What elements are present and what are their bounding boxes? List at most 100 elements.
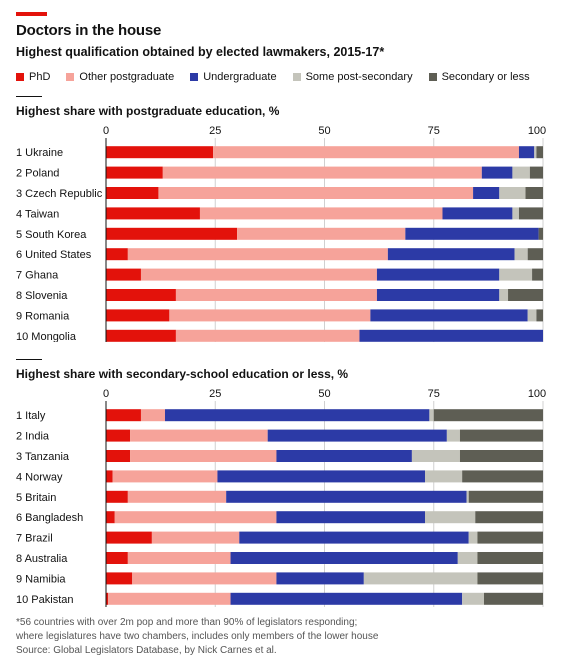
legend-swatch bbox=[66, 73, 75, 81]
bar-segment-10-mongolia-phd bbox=[106, 329, 176, 342]
bar-segment-5-britain-other-postgraduate bbox=[127, 490, 227, 503]
bar-segment-7-brazil-some-post-secondary bbox=[468, 531, 478, 544]
bar-segment-5-britain-undergraduate bbox=[226, 490, 467, 503]
category-label-1-italy: 1 Italy bbox=[16, 410, 46, 422]
footnote-line-2: where legislatures have two chambers, in… bbox=[16, 631, 379, 642]
bar-segment-9-namibia-phd bbox=[106, 572, 133, 585]
category-label-3-czech-republic: 3 Czech Republic bbox=[16, 188, 103, 200]
bar-segment-5-britain-secondary-or-less bbox=[468, 490, 543, 503]
category-label-9-romania: 9 Romania bbox=[16, 310, 70, 322]
x-tick-label: 75 bbox=[428, 388, 440, 400]
legend-label: PhD bbox=[29, 71, 51, 83]
bar-segment-5-south-korea-secondary-or-less bbox=[538, 227, 543, 240]
bar-segment-1-italy-phd bbox=[106, 409, 141, 422]
legend-item-secondary-or-less: Secondary or less bbox=[428, 71, 530, 83]
bar-segment-9-romania-some-post-secondary bbox=[527, 309, 537, 322]
bar-segment-8-australia-other-postgraduate bbox=[127, 552, 231, 564]
category-label-8-australia: 8 Australia bbox=[16, 553, 68, 565]
bar-segment-8-slovenia-other-postgraduate bbox=[175, 289, 377, 301]
bar-segment-6-bangladesh-phd bbox=[106, 511, 115, 524]
section-rule-postgraduate bbox=[16, 96, 42, 97]
bar-segment-8-slovenia-phd bbox=[106, 289, 176, 301]
category-label-10-mongolia: 10 Mongolia bbox=[16, 331, 77, 342]
bar-segment-8-slovenia-some-post-secondary bbox=[499, 289, 509, 301]
bar-segment-7-brazil-phd bbox=[106, 531, 152, 544]
bar-segment-9-romania-undergraduate bbox=[370, 309, 528, 322]
bar-segment-1-italy-other-postgraduate bbox=[140, 409, 165, 422]
bar-segment-9-romania-phd bbox=[106, 309, 170, 322]
legend-label: Secondary or less bbox=[441, 71, 530, 83]
footnote-line-1: *56 countries with over 2m pop and more … bbox=[16, 617, 358, 628]
bar-segment-3-czech-republic-phd bbox=[106, 187, 159, 199]
section-rule-secondary bbox=[16, 359, 42, 360]
bar-segment-4-norway-phd bbox=[106, 470, 113, 483]
bar-segment-3-tanzania-secondary-or-less bbox=[459, 450, 543, 462]
category-label-4-taiwan: 4 Taiwan bbox=[16, 208, 59, 220]
bar-segment-1-italy-some-post-secondary bbox=[429, 409, 434, 422]
bar-segment-1-italy-secondary-or-less bbox=[433, 409, 543, 422]
legend-swatch bbox=[16, 73, 24, 81]
bar-segment-1-ukraine-other-postgraduate bbox=[213, 146, 519, 159]
category-label-6-bangladesh: 6 Bangladesh bbox=[16, 512, 83, 524]
bar-segment-4-taiwan-some-post-secondary bbox=[512, 207, 519, 220]
bar-segment-8-australia-phd bbox=[106, 552, 128, 564]
legend-label: Undergraduate bbox=[203, 71, 277, 83]
bar-segment-2-india-secondary-or-less bbox=[459, 429, 543, 442]
bar-segment-1-ukraine-some-post-secondary bbox=[534, 146, 537, 159]
bar-segment-5-south-korea-other-postgraduate bbox=[237, 227, 406, 240]
bar-segment-3-czech-republic-undergraduate bbox=[473, 187, 500, 199]
x-tick-label: 50 bbox=[318, 388, 330, 400]
bar-segment-6-bangladesh-other-postgraduate bbox=[114, 511, 277, 524]
chart-secondary: 0 25 50 75 100 1 Italy 2 India 3 Tanzania 4 Norw… bbox=[16, 388, 546, 607]
bar-segment-7-brazil-undergraduate bbox=[239, 531, 469, 544]
bar-segment-1-ukraine-phd bbox=[106, 146, 214, 159]
category-label-5-britain: 5 Britain bbox=[16, 492, 56, 504]
bar-segment-6-united-states-undergraduate bbox=[387, 248, 515, 261]
bar-segment-2-poland-other-postgraduate bbox=[162, 166, 482, 179]
bar-segment-9-romania-secondary-or-less bbox=[536, 309, 543, 322]
x-tick-label: 100 bbox=[528, 388, 546, 400]
bar-segment-7-ghana-secondary-or-less bbox=[532, 268, 543, 281]
bar-segment-6-bangladesh-some-post-secondary bbox=[425, 511, 476, 524]
bar-segment-5-south-korea-phd bbox=[106, 227, 238, 240]
bar-segment-2-india-phd bbox=[106, 429, 131, 442]
category-label-7-ghana: 7 Ghana bbox=[16, 270, 59, 282]
category-label-7-brazil: 7 Brazil bbox=[16, 533, 53, 545]
legend-swatch bbox=[190, 73, 199, 81]
bar-segment-4-norway-secondary-or-less bbox=[462, 470, 543, 483]
bar-segment-4-norway-some-post-secondary bbox=[425, 470, 463, 483]
bar-segment-5-britain-phd bbox=[106, 490, 128, 503]
x-tick-label: 0 bbox=[103, 125, 109, 137]
bar-segment-9-namibia-some-post-secondary bbox=[363, 572, 478, 585]
chart-title: Doctors in the house bbox=[16, 22, 162, 39]
bar-segment-8-australia-undergraduate bbox=[230, 552, 458, 564]
bar-segment-7-ghana-undergraduate bbox=[376, 268, 500, 281]
bar-segment-4-taiwan-secondary-or-less bbox=[518, 207, 543, 220]
footnote-source: Source: Global Legislators Database, by … bbox=[16, 645, 277, 656]
bar-segment-7-ghana-phd bbox=[106, 268, 141, 281]
x-tick-label: 50 bbox=[318, 125, 330, 137]
accent-bar bbox=[16, 12, 47, 16]
bar-segment-9-romania-other-postgraduate bbox=[169, 309, 371, 322]
category-label-10-pakistan: 10 Pakistan bbox=[16, 594, 73, 606]
category-label-5-south-korea: 5 South Korea bbox=[16, 229, 87, 241]
bar-segment-4-norway-other-postgraduate bbox=[112, 470, 218, 483]
bar-segment-3-tanzania-undergraduate bbox=[276, 450, 412, 462]
legend-swatch bbox=[428, 73, 437, 81]
chart-postgraduate: 0 25 50 75 100 1 Ukraine 2 Poland 3 Czech Repub… bbox=[16, 125, 546, 342]
bar-segment-7-brazil-secondary-or-less bbox=[477, 531, 543, 544]
legend-item-some-post-secondary: Some post-secondary bbox=[292, 71, 413, 83]
legend-item-phd: PhD bbox=[16, 71, 50, 83]
section-title-secondary: Highest share with secondary-school educ… bbox=[16, 367, 349, 381]
category-label-4-norway: 4 Norway bbox=[16, 471, 63, 483]
bar-segment-2-poland-phd bbox=[106, 166, 163, 179]
bar-segment-2-india-some-post-secondary bbox=[446, 429, 460, 442]
bar-segment-3-tanzania-some-post-secondary bbox=[411, 450, 460, 462]
x-tick-label: 100 bbox=[528, 125, 546, 137]
bar-segment-10-pakistan-other-postgraduate bbox=[108, 592, 231, 605]
legend-label: Some post-secondary bbox=[305, 71, 413, 83]
legend-label: Other postgraduate bbox=[79, 71, 175, 83]
bar-segment-10-mongolia-undergraduate bbox=[359, 329, 543, 342]
bar-segment-6-bangladesh-secondary-or-less bbox=[475, 511, 543, 524]
bar-segment-2-india-other-postgraduate bbox=[130, 429, 268, 442]
